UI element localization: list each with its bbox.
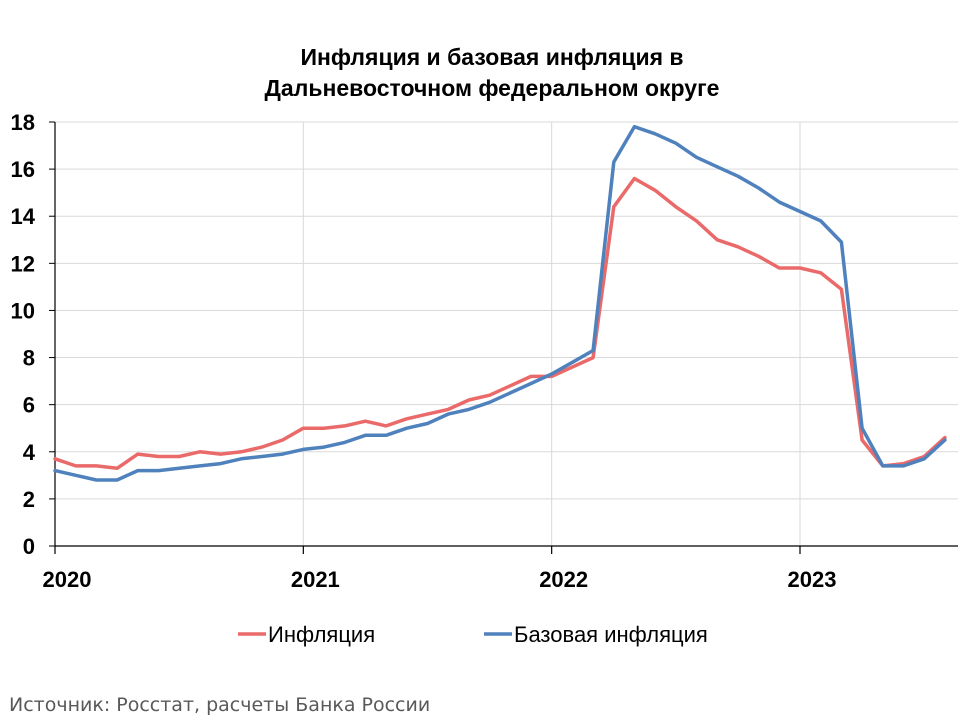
chart-title-line-1: Инфляция и базовая инфляция в — [300, 44, 683, 70]
x-tick-label: 2021 — [291, 567, 340, 592]
source-note: Источник: Росстат, расчеты Банка России — [9, 694, 430, 716]
y-tick-labels: 0 2 4 6 8 10 12 14 16 18 — [11, 110, 36, 559]
legend: Инфляция Базовая инфляция — [238, 622, 708, 647]
x-tick-labels: 2020 2021 2022 2023 — [43, 567, 837, 592]
x-tick-label: 2022 — [539, 567, 588, 592]
y-tick-label: 10 — [11, 298, 35, 323]
series-line-core-inflation — [53, 124, 947, 482]
x-tick-label: 2020 — [43, 567, 92, 592]
y-tick-label: 14 — [11, 204, 36, 229]
y-tick-label: 6 — [23, 393, 35, 418]
y-tick-label: 8 — [23, 346, 35, 371]
y-tick-label: 0 — [23, 534, 35, 559]
y-tick-label: 2 — [23, 487, 35, 512]
chart-title-line-2: Дальневосточном федеральном округе — [265, 75, 720, 101]
x-tick-label: 2023 — [788, 567, 837, 592]
legend-label-core-inflation: Базовая инфляция — [514, 622, 708, 647]
series-line-inflation — [53, 176, 947, 471]
y-tick-label: 4 — [23, 440, 36, 465]
series-lines — [53, 124, 947, 482]
axes — [49, 121, 958, 554]
legend-label-inflation: Инфляция — [268, 622, 375, 647]
y-tick-label: 12 — [11, 251, 35, 276]
y-tick-label: 16 — [11, 157, 35, 182]
y-tick-label: 18 — [11, 110, 35, 135]
gridlines — [55, 121, 958, 546]
